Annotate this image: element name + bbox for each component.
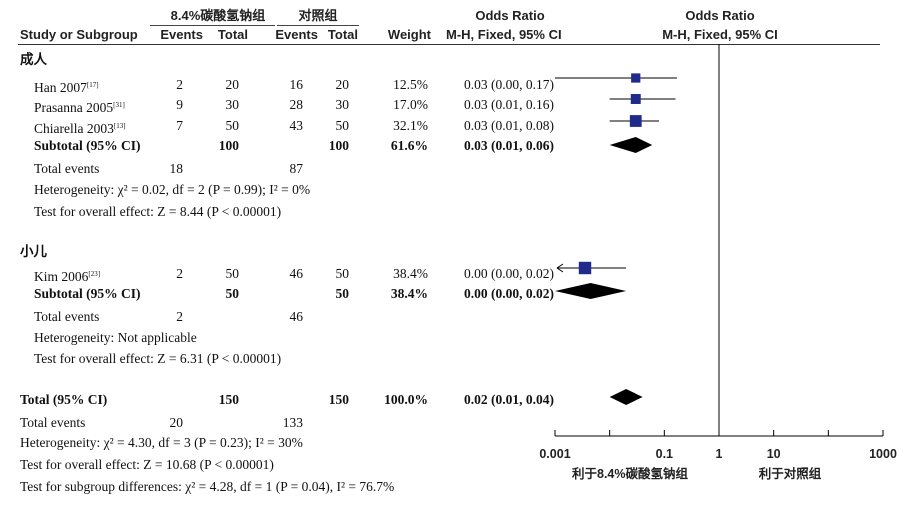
plot-odds-ratio-header: Odds Ratio: [685, 8, 755, 23]
group1-underline: [150, 25, 275, 26]
x-tick-label: 1: [715, 447, 723, 461]
favours-right-label: 利于对照组: [758, 467, 822, 481]
group2-underline: [277, 25, 359, 26]
subtotal-weight: 38.4%: [390, 286, 428, 301]
pooled-diamond: [609, 389, 643, 405]
heterogeneity-text: Heterogeneity: Not applicable: [34, 330, 197, 345]
total-overall-effect-text: Test for overall effect: Z = 10.68 (P < …: [20, 457, 274, 472]
ci-offscale-arrow: [556, 263, 564, 273]
study-name: Prasanna 2005[31]: [34, 100, 125, 115]
study-column-header: Study or Subgroup: [20, 27, 138, 42]
weight-value: 12.5%: [393, 77, 428, 92]
events-2: 43: [289, 118, 304, 133]
total-ci: 0.02 (0.01, 0.04): [464, 392, 554, 407]
x-tick-label: 10: [766, 447, 781, 461]
subtotal-n2: 50: [335, 286, 350, 301]
ci-value: 0.03 (0.01, 0.08): [464, 118, 554, 133]
study-weight-square: [629, 115, 642, 127]
total-1: 20: [225, 77, 240, 92]
total-events-1: 18: [169, 161, 184, 176]
events-1: 7: [176, 118, 183, 133]
study-name: Chiarella 2003[13]: [34, 121, 126, 136]
total1-header: Total: [217, 27, 248, 42]
total-weight: 100.0%: [384, 392, 428, 407]
subtotal-label: Subtotal (95% CI): [34, 286, 141, 301]
subgroup-differences-text: Test for subgroup differences: χ² = 4.28…: [20, 479, 395, 494]
pooled-diamond: [609, 137, 653, 153]
subtotal-n1: 50: [225, 286, 240, 301]
method-header: M-H, Fixed, 95% CI: [446, 27, 562, 42]
plot-method-header: M-H, Fixed, 95% CI: [662, 27, 778, 42]
total-2: 20: [335, 77, 350, 92]
events2-header: Events: [275, 27, 318, 42]
total-1: 50: [225, 118, 240, 133]
pooled-diamond: [555, 283, 627, 299]
subtotal-ci: 0.03 (0.01, 0.06): [464, 138, 554, 153]
total-events-2: 46: [289, 309, 304, 324]
x-tick-label: 1000: [869, 447, 897, 461]
subtotal-n2: 100: [328, 138, 349, 153]
total-2: 50: [335, 266, 350, 281]
total2-header: Total: [327, 27, 358, 42]
weight-header: Weight: [387, 27, 431, 42]
ci-value: 0.00 (0.00, 0.02): [464, 266, 554, 281]
total-events-label: Total events: [34, 161, 100, 176]
weight-value: 32.1%: [393, 118, 428, 133]
subtotal-label: Subtotal (95% CI): [34, 138, 141, 153]
overall-effect-text: Test for overall effect: Z = 8.44 (P < 0…: [34, 204, 282, 219]
events-1: 9: [176, 97, 183, 112]
total-events-2: 133: [282, 415, 303, 430]
weight-value: 17.0%: [393, 97, 428, 112]
subtotal-n1: 100: [218, 138, 239, 153]
x-tick-label: 0.1: [655, 447, 674, 461]
weight-value: 38.4%: [393, 266, 428, 281]
total-1: 50: [225, 266, 240, 281]
total-2: 30: [335, 97, 350, 112]
subgroup-title: 小儿: [20, 244, 47, 259]
group1-header: 8.4%碳酸氢钠组: [170, 8, 266, 23]
events-2: 16: [289, 77, 304, 92]
study-name: Han 2007[17]: [34, 80, 99, 95]
total-n2: 150: [328, 392, 349, 407]
overall-effect-text: Test for overall effect: Z = 6.31 (P < 0…: [34, 351, 282, 366]
header-rule: [18, 44, 880, 45]
total-events-1: 2: [176, 309, 183, 324]
events1-header: Events: [160, 27, 203, 42]
events-1: 2: [176, 77, 183, 92]
x-tick-label: 0.001: [539, 447, 571, 461]
study-weight-square: [631, 73, 641, 83]
group2-header: 对照组: [298, 8, 338, 23]
total-2: 50: [335, 118, 350, 133]
total-n1: 150: [218, 392, 239, 407]
odds-ratio-header: Odds Ratio: [475, 8, 545, 23]
events-1: 2: [176, 266, 183, 281]
total-heterogeneity-text: Heterogeneity: χ² = 4.30, df = 3 (P = 0.…: [20, 435, 303, 450]
ci-value: 0.03 (0.01, 0.16): [464, 97, 554, 112]
events-2: 28: [289, 97, 304, 112]
total-events-label: Total events: [34, 309, 100, 324]
total-1: 30: [225, 97, 240, 112]
favours-left-label: 利于8.4%碳酸氢钠组: [572, 467, 688, 481]
subtotal-weight: 61.6%: [390, 138, 428, 153]
study-weight-square: [630, 94, 641, 104]
subtotal-ci: 0.00 (0.00, 0.02): [464, 286, 554, 301]
total-events-1: 20: [169, 415, 184, 430]
subgroup-title: 成人: [20, 52, 47, 67]
events-2: 46: [289, 266, 304, 281]
total-events-label: Total events: [20, 415, 86, 430]
heterogeneity-text: Heterogeneity: χ² = 0.02, df = 2 (P = 0.…: [34, 182, 311, 197]
study-weight-square: [578, 261, 592, 275]
total-events-2: 87: [289, 161, 304, 176]
study-name: Kim 2006[23]: [34, 269, 101, 284]
total-label: Total (95% CI): [20, 392, 108, 407]
ci-value: 0.03 (0.00, 0.17): [464, 77, 554, 92]
